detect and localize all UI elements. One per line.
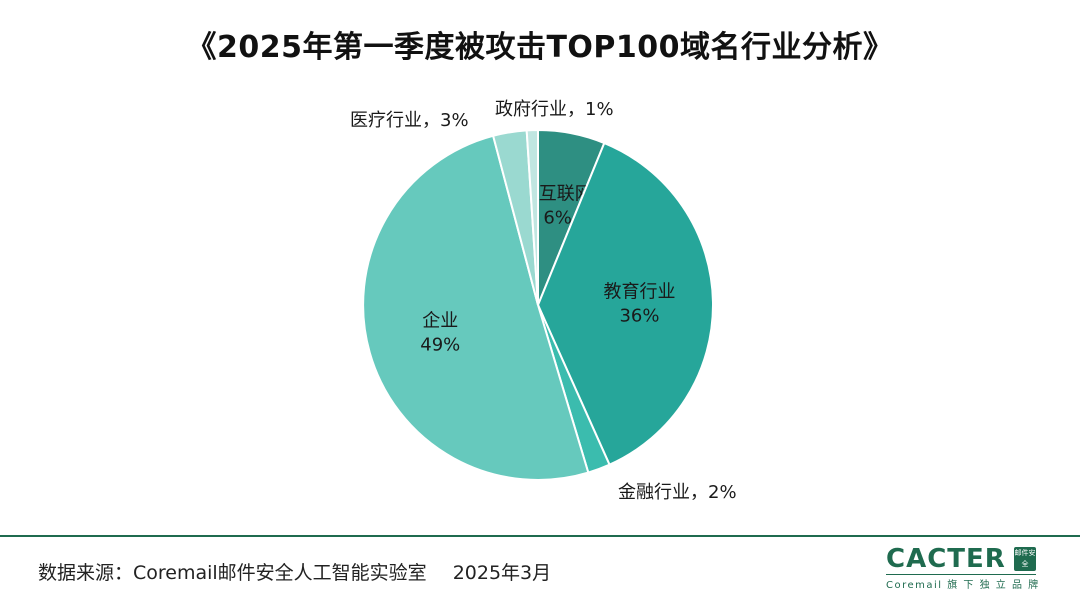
data-source-note: 数据来源：Coremail邮件安全人工智能实验室 2025年3月 <box>38 558 551 585</box>
logo-badge: 邮件安全 <box>1014 547 1036 571</box>
slice-value-label: 36% <box>619 305 659 326</box>
logo-wordmark: CACTER <box>886 544 1006 574</box>
source-date: 2025年3月 <box>452 562 552 584</box>
chart-title: 《2025年第一季度被攻击TOP100域名行业分析》 <box>186 30 894 65</box>
slice-category-label: 企业 <box>422 311 458 332</box>
slice-outside-label: 医疗行业，3% <box>350 110 469 131</box>
pie-slice <box>525 128 539 306</box>
slice-outside-label: 政府行业，1% <box>495 99 614 120</box>
source-text: 数据来源：Coremail邮件安全人工智能实验室 <box>38 562 427 584</box>
logo-rule <box>886 574 1036 575</box>
pie-chart: IT互联网 6% 教育行业 36% 金融行业，2% 企业 49% 医疗行业，3% 政府行业，1% <box>350 99 737 503</box>
footer-divider <box>0 535 1080 537</box>
slice-category-label: 教育行业 <box>604 281 676 302</box>
slice-category-label: IT互联网 <box>522 183 592 204</box>
slice-outside-label: 金融行业，2% <box>618 482 737 503</box>
cacter-logo: CACTER 邮件安全 Coremail 旗 下 独 立 品 牌 <box>886 544 1040 592</box>
slice-value-label: 49% <box>420 335 460 356</box>
pie-slice <box>536 141 714 467</box>
logo-subtitle: Coremail 旗 下 独 立 品 牌 <box>886 580 1040 591</box>
slice-value-label: 6% <box>543 207 572 228</box>
pie-slice <box>362 134 590 481</box>
